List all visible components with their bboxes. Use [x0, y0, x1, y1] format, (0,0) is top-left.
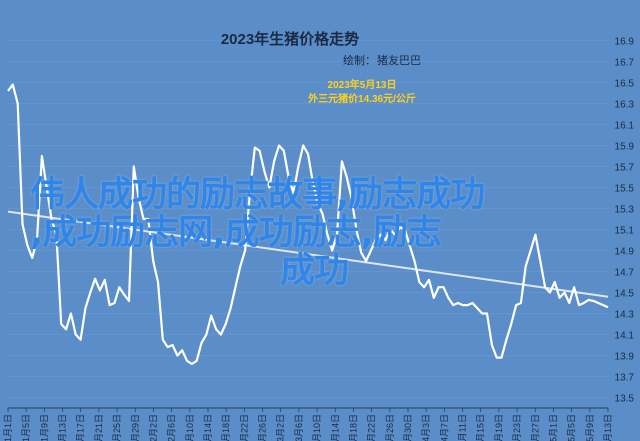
x-tick-label: 2月2日 — [148, 414, 158, 441]
overlay-watermark-text: 伟人成功的励志故事,励志成功 ,成功励志网,成功励志,励志 成功 — [30, 176, 590, 290]
y-tick-label: 14.3 — [615, 310, 635, 321]
y-tick-label: 14.9 — [615, 247, 635, 258]
y-tick-label: 15.1 — [615, 226, 635, 237]
x-tick-label: 1月17日 — [76, 414, 86, 441]
x-tick-label: 4月3日 — [421, 414, 431, 441]
x-tick-label: 2月10日 — [185, 414, 195, 441]
x-tick-label: 2月18日 — [221, 414, 231, 441]
x-tick-label: 1月29日 — [130, 414, 140, 441]
y-axis-ticks: 16.9 16.7 16.5 16.3 16.1 15.9 15.7 15.5 15.3 15.1… — [615, 37, 635, 405]
x-tick-label: 2月26日 — [258, 414, 268, 441]
y-tick-label: 14.7 — [615, 268, 635, 279]
y-tick-label: 16.5 — [615, 79, 635, 90]
grid-lines — [8, 40, 608, 398]
x-tick-label: 1月9日 — [39, 414, 49, 441]
x-tick-label: 5月13日 — [603, 414, 613, 441]
x-tick-label: 3月2日 — [276, 414, 286, 441]
y-tick-label: 16.9 — [615, 37, 635, 48]
x-tick-label: 1月21日 — [94, 414, 104, 441]
x-tick-label: 4月15日 — [476, 414, 486, 441]
y-tick-label: 16.7 — [615, 58, 635, 69]
y-tick-label: 16.3 — [615, 100, 635, 111]
x-tick-label: 3月22日 — [367, 414, 377, 441]
x-tick-label: 2月6日 — [167, 414, 177, 441]
x-tick-label: 3月10日 — [312, 414, 322, 441]
x-axis-ticks: 1月1日 1月5日 1月9日 1月13日 1月17日 1月21日 1月25日 1月29日 2月2… — [3, 408, 613, 441]
y-tick-label: 14.1 — [615, 331, 635, 342]
x-tick-label: 2月14日 — [203, 414, 213, 441]
x-tick-label: 5月5日 — [567, 414, 577, 441]
credit-name: 猪友巴巴 — [377, 53, 421, 67]
y-tick-label: 15.5 — [615, 184, 635, 195]
x-tick-label: 3月26日 — [385, 414, 395, 441]
x-tick-label: 4月19日 — [494, 414, 504, 441]
y-tick-label: 15.3 — [615, 205, 635, 216]
x-tick-label: 4月27日 — [530, 414, 540, 441]
x-tick-label: 3月18日 — [348, 414, 358, 441]
x-tick-label: 4月11日 — [458, 414, 468, 441]
y-tick-label: 13.9 — [615, 352, 635, 363]
x-tick-label: 3月30日 — [403, 414, 413, 441]
x-tick-label: 1月5日 — [21, 414, 31, 441]
x-tick-label: 3月6日 — [294, 414, 304, 441]
x-tick-label: 2月22日 — [239, 414, 249, 441]
y-tick-label: 15.7 — [615, 163, 635, 174]
price-series-line — [7, 83, 609, 365]
credit-label: 绘制： — [343, 53, 376, 67]
chart-title: 2023年生猪价格走势 — [221, 30, 359, 48]
y-tick-label: 15.9 — [615, 142, 635, 153]
overlay-line-2: ,成功励志网,成功励志,励志 — [30, 213, 442, 253]
x-tick-label: 1月1日 — [3, 414, 13, 441]
x-tick-label: 1月25日 — [112, 414, 122, 441]
y-tick-label: 13.7 — [615, 373, 635, 384]
overlay-line-1: 伟人成功的励志故事,励志成功 — [30, 175, 485, 215]
x-tick-label: 1月13日 — [58, 414, 68, 441]
x-tick-label: 4月23日 — [512, 414, 522, 441]
x-tick-label: 5月1日 — [548, 414, 558, 441]
x-tick-label: 4月7日 — [439, 414, 449, 441]
y-tick-label: 16.1 — [615, 121, 635, 132]
trend-line — [7, 210, 609, 298]
y-tick-label: 14.5 — [615, 289, 635, 300]
annotation-date: 2023年5月13日 — [328, 78, 397, 91]
overlay-line-3: 成功 — [280, 251, 349, 291]
x-tick-label: 3月14日 — [330, 414, 340, 441]
x-tick-label: 5月9日 — [585, 414, 595, 441]
y-tick-label: 13.5 — [615, 394, 635, 405]
annotation-text: 外三元猪价14.36元/公斤 — [307, 92, 416, 105]
